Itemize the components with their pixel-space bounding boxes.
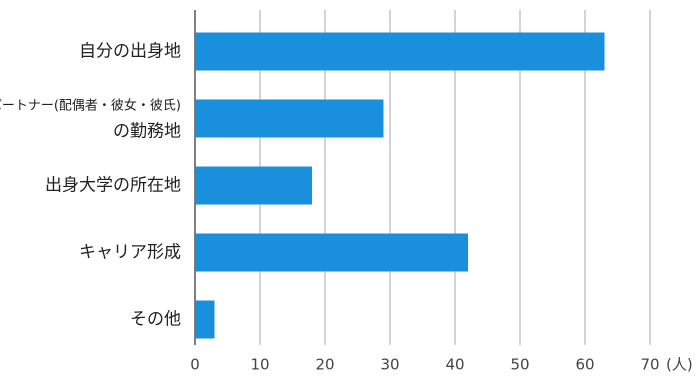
x-tick-label: 70 <box>640 356 659 374</box>
bar <box>195 99 384 138</box>
x-tick-label: 30 <box>380 356 399 374</box>
x-tick-label: 20 <box>315 356 334 374</box>
x-tick-label: 40 <box>445 356 464 374</box>
y-tick-label-line: パートナー(配偶者・彼女・彼氏) <box>0 97 181 113</box>
y-tick-label: 出身大学の所在地 <box>45 176 181 196</box>
y-tick-label: パートナー(配偶者・彼女・彼氏) の勤務地 <box>0 97 181 142</box>
bar <box>195 233 468 272</box>
y-tick-label: 自分の出身地 <box>79 42 181 62</box>
bar <box>195 32 605 71</box>
y-tick-label: その他 <box>130 310 181 330</box>
x-tick-label: 60 <box>575 356 594 374</box>
x-tick-label: 50 <box>510 356 529 374</box>
bar <box>195 166 312 205</box>
y-tick-label: キャリア形成 <box>79 243 181 263</box>
x-tick-label: 0 <box>190 356 200 374</box>
x-tick-label: 10 <box>250 356 269 374</box>
bar <box>195 300 215 339</box>
x-unit-label: (人) <box>666 356 693 374</box>
y-tick-label-line: の勤務地 <box>113 122 181 142</box>
